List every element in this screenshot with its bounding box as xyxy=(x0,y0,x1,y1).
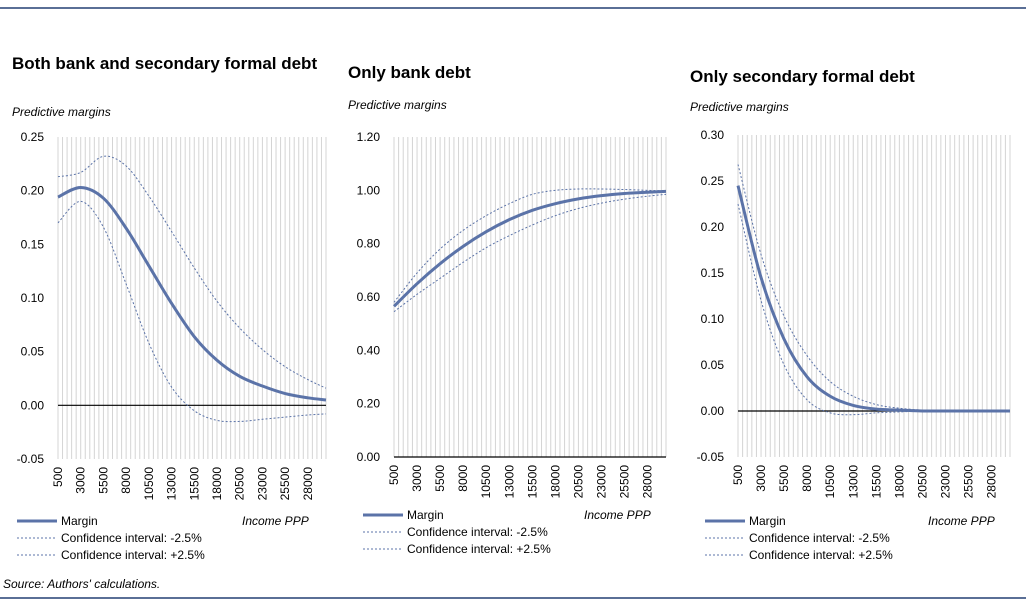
legend-label: Confidence interval: -2.5% xyxy=(749,531,890,545)
legend-label: Margin xyxy=(749,514,786,528)
x-tick-label: 15500 xyxy=(525,465,539,499)
legend-label: Confidence interval: -2.5% xyxy=(407,525,548,539)
legend-label: Confidence interval: +2.5% xyxy=(749,548,893,562)
x-tick-label: 10500 xyxy=(823,465,837,499)
x-tick-label: 5500 xyxy=(777,465,791,492)
margin-line xyxy=(392,189,667,308)
x-axis-label: Income PPP xyxy=(928,514,995,528)
y-tick-label: 0.40 xyxy=(357,343,381,357)
x-tick-label: 20500 xyxy=(571,465,585,499)
y-tick-label: 1.20 xyxy=(357,130,381,144)
x-tick-label: 15500 xyxy=(869,465,883,499)
x-tick-label: 10500 xyxy=(142,467,156,501)
x-tick-label: 25500 xyxy=(618,465,632,499)
x-axis-label: Income PPP xyxy=(584,508,651,522)
y-tick-label: 0.05 xyxy=(21,345,45,359)
grid-lines xyxy=(57,137,327,459)
y-tick-label: 0.80 xyxy=(357,237,381,251)
chart-subtitle: Predictive margins xyxy=(690,100,789,114)
legend-label: Confidence interval: -2.5% xyxy=(61,531,202,545)
chart-panel-both: Both bank and secondary formal debt Pred… xyxy=(12,10,342,570)
chart-title: Both bank and secondary formal debt xyxy=(12,54,318,73)
margin-line xyxy=(736,185,1010,413)
x-tick-label: 3000 xyxy=(410,465,424,492)
y-tick-label: 0.00 xyxy=(357,450,381,464)
y-tick-label: -0.05 xyxy=(17,452,45,466)
y-tick-label: 0.60 xyxy=(357,290,381,304)
y-tick-label: 0.00 xyxy=(21,398,45,412)
y-tick-label: 0.30 xyxy=(701,128,725,142)
x-tick-label: 20500 xyxy=(233,467,247,501)
x-tick-label: 18000 xyxy=(210,467,224,501)
chart-svg-both: 0.25 0.20 0.15 0.10 0.05 0.00 -0.05 500 3000 5500… xyxy=(17,130,327,562)
x-tick-label: 3000 xyxy=(74,467,88,494)
y-tick-label: -0.05 xyxy=(697,450,725,464)
x-tick-label: 3000 xyxy=(754,465,768,492)
x-axis-label: Income PPP xyxy=(242,514,309,528)
chart-svg-bank: 1.20 1.00 0.80 0.60 0.40 0.20 0.00 500 3000 5500 8… xyxy=(357,130,667,556)
x-tick-label: 5500 xyxy=(433,465,447,492)
x-tick-label: 28000 xyxy=(641,465,655,499)
y-tick-label: 0.15 xyxy=(21,237,45,251)
ci-upper-line xyxy=(737,164,1010,412)
x-tick-label: 8000 xyxy=(800,465,814,492)
margin-line xyxy=(57,185,327,402)
chart-title: Only secondary formal debt xyxy=(690,67,915,86)
x-tick-label: 23000 xyxy=(255,467,269,501)
legend-label: Confidence interval: +2.5% xyxy=(61,548,205,562)
x-tick-label: 18000 xyxy=(892,465,906,499)
x-tick-label: 13000 xyxy=(165,467,179,501)
source-note: Source: Authors' calculations. xyxy=(3,577,161,591)
y-tick-label: 0.10 xyxy=(21,291,45,305)
x-tick-label: 25500 xyxy=(962,465,976,499)
legend-label: Margin xyxy=(61,514,98,528)
ci-upper-line xyxy=(57,155,327,389)
ci-lower-line xyxy=(57,200,327,423)
y-tick-label: 0.00 xyxy=(701,404,725,418)
x-tick-label: 23000 xyxy=(594,465,608,499)
x-tick-label: 25500 xyxy=(278,467,292,501)
x-tick-label: 500 xyxy=(387,465,401,485)
chart-svg-secondary: 0.30 0.25 0.20 0.15 0.10 0.05 0.00 -0.05 500 3000… xyxy=(697,128,1011,562)
ci-lower-line xyxy=(737,203,1010,416)
x-tick-label: 8000 xyxy=(119,467,133,494)
x-tick-label: 28000 xyxy=(301,467,315,501)
y-tick-label: 0.25 xyxy=(701,174,725,188)
x-tick-label: 500 xyxy=(51,467,65,487)
x-tick-label: 15500 xyxy=(187,467,201,501)
chart-panel-secondary: Only secondary formal debt Predictive ma… xyxy=(690,10,1020,570)
x-tick-label: 23000 xyxy=(938,465,952,499)
grid-lines xyxy=(393,137,667,457)
x-tick-label: 18000 xyxy=(548,465,562,499)
x-tick-label: 8000 xyxy=(456,465,470,492)
x-tick-label: 5500 xyxy=(96,467,110,494)
top-rule xyxy=(0,7,1026,9)
ci-lower-line xyxy=(393,193,667,313)
y-tick-label: 0.05 xyxy=(701,358,725,372)
x-tick-label: 13000 xyxy=(846,465,860,499)
x-tick-label: 13000 xyxy=(502,465,516,499)
x-tick-label: 20500 xyxy=(915,465,929,499)
chart-subtitle: Predictive margins xyxy=(348,98,447,112)
y-tick-label: 0.20 xyxy=(701,220,725,234)
y-tick-label: 0.20 xyxy=(357,397,381,411)
x-tick-label: 28000 xyxy=(985,465,999,499)
y-tick-label: 1.00 xyxy=(357,183,381,197)
x-tick-label: 10500 xyxy=(479,465,493,499)
legend-label: Confidence interval: +2.5% xyxy=(407,542,551,556)
y-tick-label: 0.25 xyxy=(21,130,45,144)
chart-subtitle: Predictive margins xyxy=(12,105,111,119)
chart-title: Only bank debt xyxy=(348,63,471,82)
bottom-rule xyxy=(0,597,1026,599)
y-tick-label: 0.15 xyxy=(701,266,725,280)
ci-upper-line xyxy=(393,188,667,303)
x-tick-label: 500 xyxy=(731,465,745,485)
y-tick-label: 0.10 xyxy=(701,312,725,326)
legend-label: Margin xyxy=(407,508,444,522)
y-tick-label: 0.20 xyxy=(21,184,45,198)
chart-panel-bank: Only bank debt Predictive margins 1.20 1.… xyxy=(348,10,678,570)
